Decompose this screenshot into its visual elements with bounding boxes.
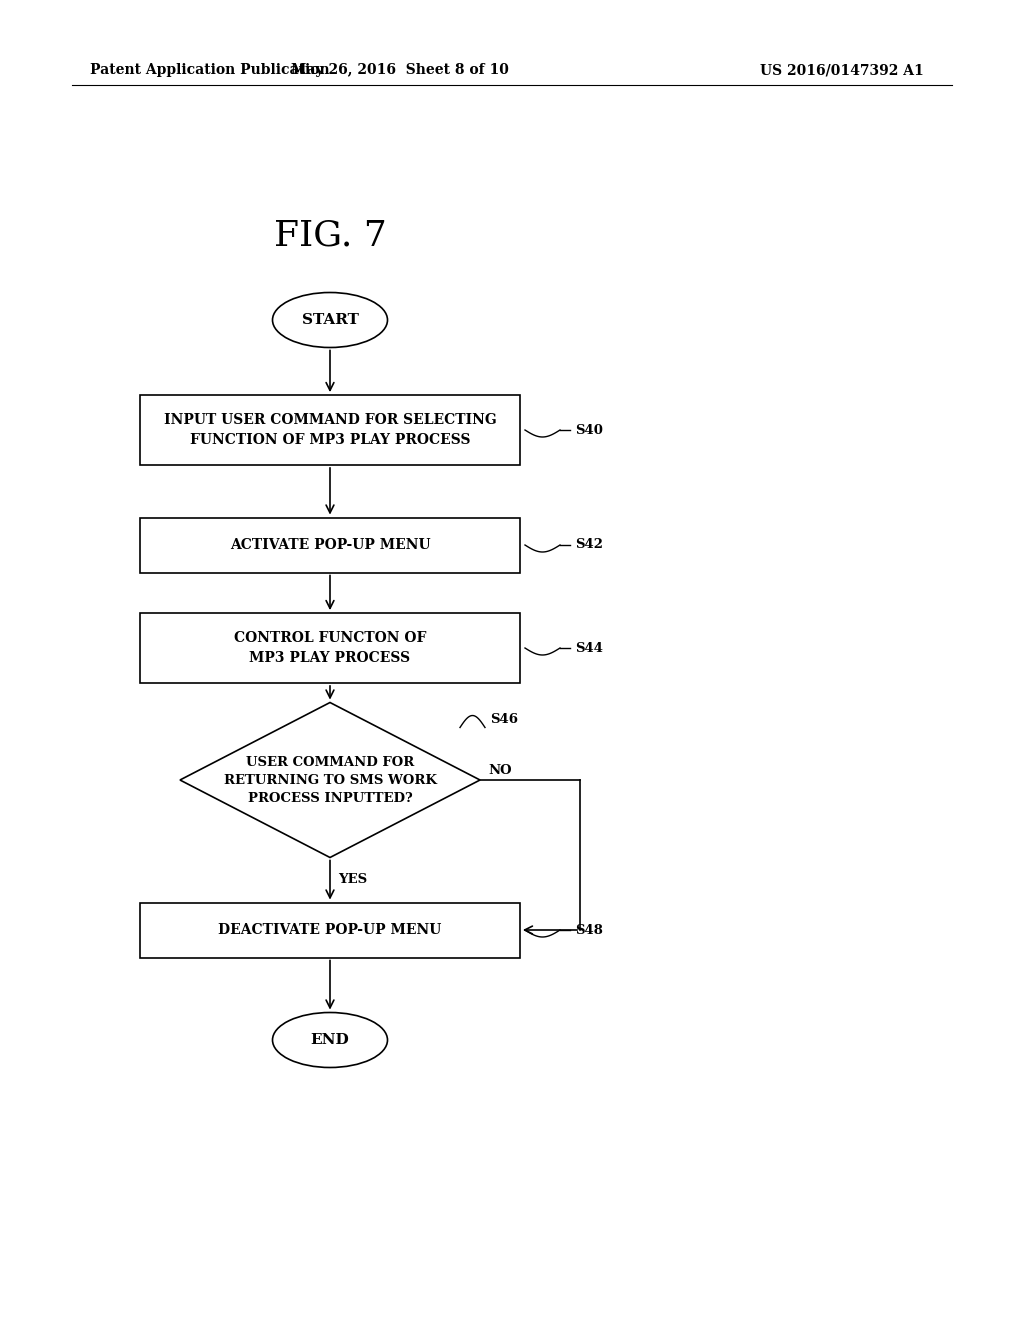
Bar [140,903,520,957]
Text: FIG. 7: FIG. 7 [273,218,386,252]
Text: US 2016/0147392 A1: US 2016/0147392 A1 [760,63,924,77]
Text: START: START [301,313,358,327]
Text: USER COMMAND FOR
RETURNING TO SMS WORK
PROCESS INPUTTED?: USER COMMAND FOR RETURNING TO SMS WORK P… [223,755,436,804]
Text: S40: S40 [575,424,603,437]
Text: NO: NO [488,763,512,776]
Text: S48: S48 [575,924,603,936]
Text: May 26, 2016  Sheet 8 of 10: May 26, 2016 Sheet 8 of 10 [291,63,509,77]
Text: S46: S46 [490,713,518,726]
Ellipse shape [272,293,387,347]
Text: ACTIVATE POP-UP MENU: ACTIVATE POP-UP MENU [229,539,430,552]
Text: Patent Application Publication: Patent Application Publication [90,63,330,77]
Text: S44: S44 [575,642,603,655]
Text: CONTROL FUNCTON OF
MP3 PLAY PROCESS: CONTROL FUNCTON OF MP3 PLAY PROCESS [233,631,426,665]
Text: END: END [310,1034,349,1047]
Ellipse shape [272,1012,387,1068]
Text: S42: S42 [575,539,603,552]
Bar [140,517,520,573]
Text: INPUT USER COMMAND FOR SELECTING
FUNCTION OF MP3 PLAY PROCESS: INPUT USER COMMAND FOR SELECTING FUNCTIO… [164,413,497,446]
Text: DEACTIVATE POP-UP MENU: DEACTIVATE POP-UP MENU [218,923,441,937]
Bar [140,612,520,682]
Polygon shape [180,702,480,858]
Text: YES: YES [338,873,368,886]
Bar [140,395,520,465]
